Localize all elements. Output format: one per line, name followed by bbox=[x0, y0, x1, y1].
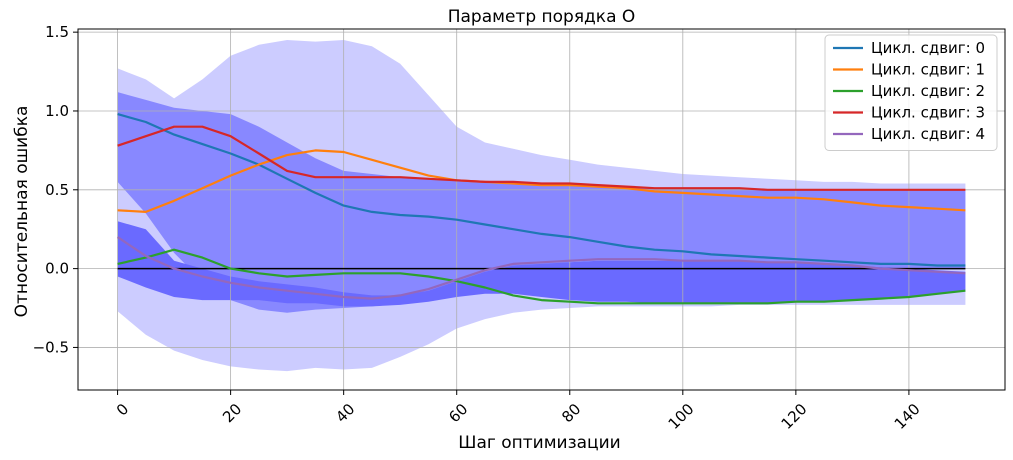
legend-label: Цикл. сдвиг: 2 bbox=[871, 82, 985, 100]
x-tick-label: 40 bbox=[332, 400, 358, 426]
legend-label: Цикл. сдвиг: 0 bbox=[871, 39, 985, 57]
y-tick-label: −0.5 bbox=[33, 338, 69, 356]
x-tick-label: 140 bbox=[891, 400, 924, 433]
x-tick-label: 80 bbox=[558, 400, 584, 426]
x-axis-label: Шаг оптимизации bbox=[458, 433, 620, 453]
legend-box bbox=[824, 34, 998, 151]
legend: Цикл. сдвиг: 0 Цикл. сдвиг: 1 Цикл. сдвиг:… bbox=[824, 34, 998, 151]
series-lines bbox=[116, 113, 966, 305]
y-tick-label: 0.0 bbox=[45, 260, 69, 278]
series-line-3 bbox=[117, 125, 966, 191]
legend-label: Цикл. сдвиг: 3 bbox=[871, 104, 985, 122]
legend-label: Цикл. сдвиг: 1 bbox=[871, 61, 985, 79]
x-tick-label: 100 bbox=[665, 400, 698, 433]
plot-frame bbox=[77, 28, 1006, 391]
x-tick-label: 60 bbox=[445, 400, 471, 426]
x-tick-label: 0 bbox=[113, 400, 132, 419]
x-tick-label: 20 bbox=[219, 400, 245, 426]
band-core bbox=[117, 221, 966, 307]
x-tick-label: 120 bbox=[778, 400, 811, 433]
series-line-1 bbox=[117, 149, 966, 213]
series-line-2 bbox=[117, 248, 966, 305]
y-tick-label: 0.5 bbox=[45, 181, 69, 199]
y-tick-label: 1.0 bbox=[45, 102, 69, 120]
legend-label: Цикл. сдвиг: 4 bbox=[871, 125, 985, 143]
series-line-4 bbox=[116, 236, 966, 300]
y-tick-label: 1.5 bbox=[45, 23, 69, 41]
chart-title: Параметр порядка O bbox=[448, 7, 636, 27]
y-axis-label: Относительная ошибка bbox=[12, 106, 32, 318]
